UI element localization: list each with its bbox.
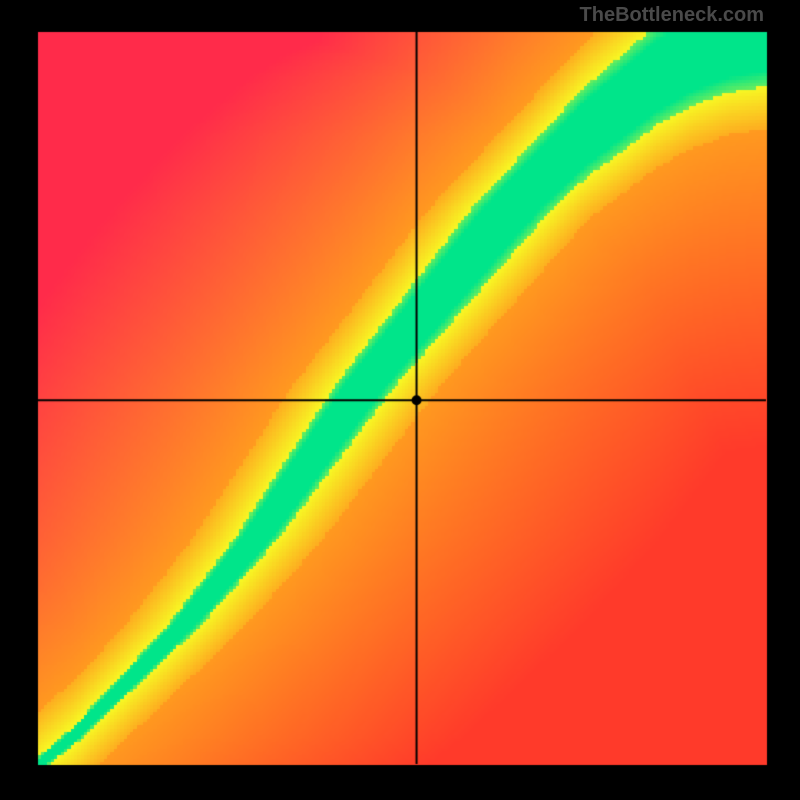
bottleneck-heatmap xyxy=(0,0,800,800)
watermark-text: TheBottleneck.com xyxy=(580,4,764,27)
chart-container: TheBottleneck.com xyxy=(0,0,800,800)
